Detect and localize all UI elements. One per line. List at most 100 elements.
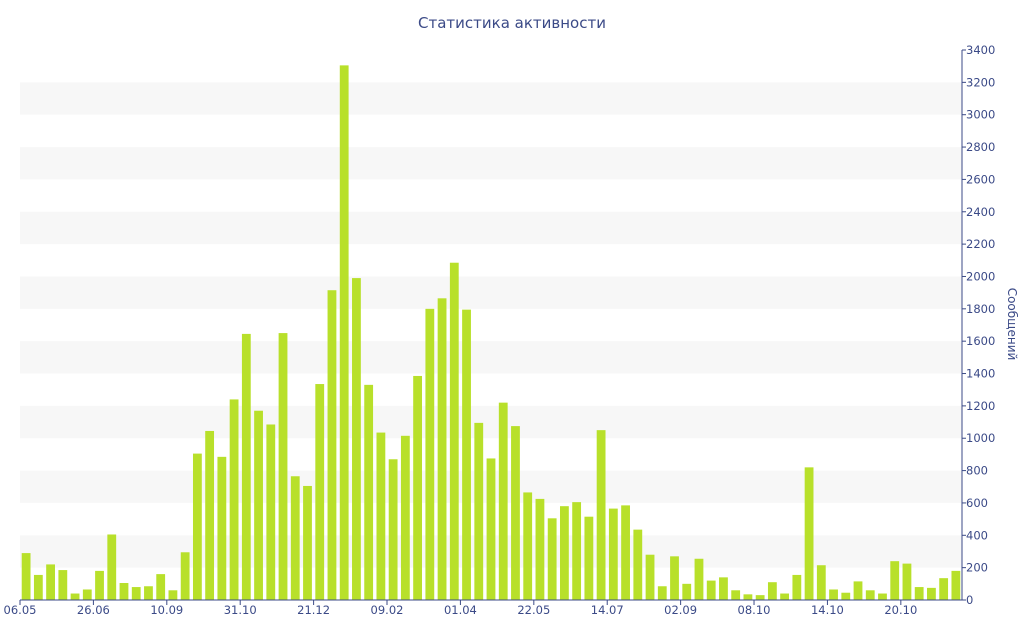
bar[interactable] (792, 574, 802, 600)
bar[interactable] (400, 435, 410, 600)
bar[interactable] (254, 410, 263, 600)
bar[interactable] (706, 580, 716, 600)
y-tick-label: 2400 (966, 205, 995, 219)
x-axis: 06.05 26.06 10.09 31.10 21.12 09.02 01.04 22.05… (4, 599, 962, 617)
bar[interactable] (70, 593, 80, 600)
bar[interactable] (303, 485, 312, 600)
bar[interactable] (890, 561, 900, 600)
bar[interactable] (449, 262, 459, 600)
y-tick-label: 3000 (966, 108, 995, 122)
bar[interactable] (645, 554, 655, 600)
bar[interactable] (572, 502, 582, 600)
y-tick-label: 3200 (966, 75, 995, 89)
bar[interactable] (853, 581, 863, 600)
y-tick-label: 2000 (966, 269, 995, 283)
bar[interactable] (119, 583, 129, 600)
bar[interactable] (498, 402, 508, 600)
bar[interactable] (315, 384, 325, 600)
y-tick-label: 1200 (966, 399, 995, 413)
bar[interactable] (951, 570, 961, 600)
y-tick-label: 1600 (966, 334, 995, 348)
grid-band (20, 276, 962, 309)
bar[interactable] (608, 508, 618, 600)
bar[interactable] (21, 553, 31, 600)
bar[interactable] (694, 558, 704, 600)
x-tick-label: 21.12 (297, 603, 330, 617)
bar[interactable] (82, 589, 92, 600)
bar[interactable] (364, 384, 374, 600)
bar[interactable] (633, 529, 643, 600)
y-tick-label: 1000 (966, 431, 995, 445)
bar[interactable] (841, 592, 851, 600)
bar[interactable] (46, 564, 55, 600)
y-axis: 0 200 400 600 800 1000 1200 1400 1600 1800 2000 220… (961, 43, 995, 607)
bar[interactable] (33, 574, 43, 600)
bar[interactable] (180, 552, 190, 600)
bar[interactable] (168, 590, 178, 600)
bar[interactable] (657, 586, 667, 600)
bar[interactable] (217, 456, 227, 600)
bar[interactable] (131, 587, 141, 600)
bar[interactable] (511, 426, 520, 600)
bar[interactable] (241, 333, 251, 600)
bar[interactable] (388, 459, 398, 600)
y-tick-label: 1800 (966, 302, 995, 316)
bar[interactable] (731, 590, 741, 600)
bar[interactable] (755, 595, 765, 600)
bar[interactable] (376, 432, 386, 600)
bar[interactable] (58, 570, 68, 600)
bar[interactable] (229, 399, 239, 600)
y-tick-label: 2200 (966, 237, 995, 251)
x-tick-label: 14.10 (811, 603, 844, 617)
bar[interactable] (413, 375, 423, 600)
bar[interactable] (743, 594, 753, 600)
bar[interactable] (95, 570, 104, 600)
bar[interactable] (584, 516, 594, 600)
bar[interactable] (156, 574, 166, 600)
bar[interactable] (547, 518, 557, 600)
bar[interactable] (327, 290, 337, 600)
bar[interactable] (939, 578, 949, 600)
bar[interactable] (902, 563, 912, 600)
bar[interactable] (719, 577, 728, 600)
bar[interactable] (192, 453, 202, 600)
bar[interactable] (927, 587, 936, 600)
bar[interactable] (829, 589, 838, 600)
bar[interactable] (144, 586, 153, 600)
bar[interactable] (804, 467, 814, 600)
bar[interactable] (670, 556, 679, 600)
bar[interactable] (559, 506, 569, 600)
bar[interactable] (290, 476, 300, 600)
bar[interactable] (767, 582, 777, 600)
bar[interactable] (621, 505, 630, 600)
bar[interactable] (352, 278, 361, 600)
grid-band (20, 211, 962, 245)
bar[interactable] (425, 308, 435, 600)
bar[interactable] (914, 587, 924, 600)
bar[interactable] (339, 65, 349, 600)
y-tick-label: 600 (966, 496, 988, 510)
bar[interactable] (535, 498, 545, 600)
bar[interactable] (486, 458, 496, 600)
bar-series (21, 65, 961, 600)
bar[interactable] (462, 309, 471, 600)
bar[interactable] (865, 590, 875, 600)
bar[interactable] (474, 422, 484, 600)
bar[interactable] (523, 492, 533, 600)
y-tick-label: 800 (966, 464, 988, 478)
bar[interactable] (205, 430, 215, 600)
y-tick-label: 0 (966, 593, 973, 607)
bar[interactable] (596, 430, 606, 600)
y-tick-label: 400 (966, 528, 988, 542)
bar[interactable] (107, 534, 117, 600)
bar[interactable] (780, 593, 790, 600)
y-tick-label: 2800 (966, 140, 995, 154)
x-tick-label: 14.07 (591, 603, 624, 617)
bar[interactable] (266, 424, 276, 600)
bar[interactable] (682, 583, 692, 600)
bar[interactable] (437, 298, 447, 600)
bar[interactable] (278, 333, 288, 600)
bar[interactable] (878, 593, 887, 600)
bar[interactable] (816, 565, 826, 600)
